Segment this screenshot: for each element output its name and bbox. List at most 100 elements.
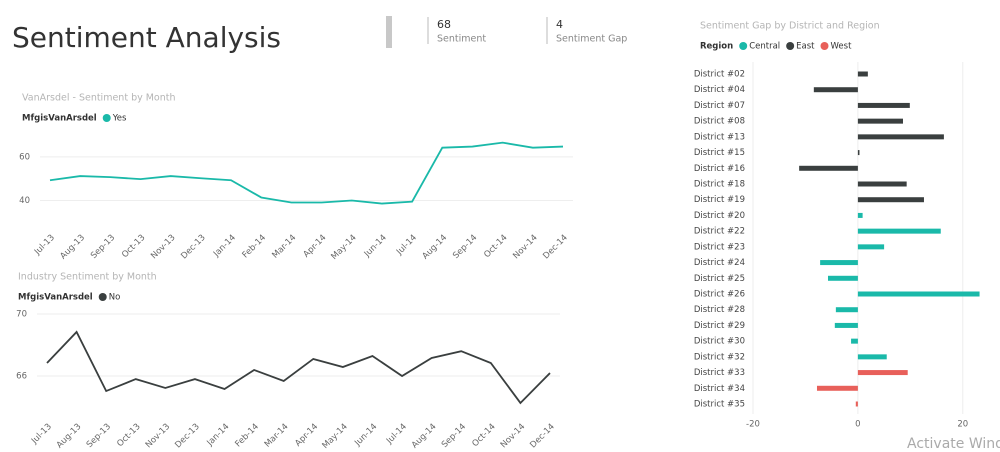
y-tick-label: District #28 xyxy=(694,305,745,315)
x-tick-label: 20 xyxy=(957,420,968,430)
x-tick-label: Sep-13 xyxy=(85,422,113,450)
bar xyxy=(857,291,980,297)
bar xyxy=(857,150,860,156)
y-tick-label: District #13 xyxy=(694,132,745,142)
y-tick-label: 40 xyxy=(19,196,30,206)
x-tick-label: Nov-14 xyxy=(511,233,539,261)
y-tick-label: District #02 xyxy=(694,70,745,80)
y-tick-label: District #16 xyxy=(694,164,745,174)
legend-marker xyxy=(98,293,107,301)
legend-label: West xyxy=(831,42,853,52)
card-label: Sentiment Gap xyxy=(556,34,627,45)
legend-title: MfgisVanArsdel xyxy=(18,293,93,303)
x-tick-label: May-14 xyxy=(321,422,350,451)
bar xyxy=(816,385,858,391)
bar xyxy=(857,212,863,218)
x-tick-label: May-14 xyxy=(329,233,358,262)
bar xyxy=(813,87,858,93)
x-tick-label: Nov-14 xyxy=(499,422,527,450)
x-tick-label: Oct-14 xyxy=(482,233,509,260)
bar xyxy=(835,307,858,313)
legend-marker xyxy=(820,42,829,50)
x-tick-label: Aug-14 xyxy=(421,233,450,262)
y-tick-label: District #19 xyxy=(694,195,745,205)
card-divider xyxy=(386,16,392,48)
y-tick-label: District #20 xyxy=(694,211,745,221)
y-tick-label: District #34 xyxy=(694,384,745,394)
x-tick-label: Aug-13 xyxy=(58,233,87,262)
x-tick-label: Apr-14 xyxy=(293,422,320,449)
y-tick-label: District #07 xyxy=(694,101,745,111)
chart-title: Sentiment Gap by District and Region xyxy=(700,21,880,32)
bar xyxy=(851,338,858,344)
legend-label: East xyxy=(796,42,815,52)
x-tick-label: Jan-14 xyxy=(211,233,238,260)
y-tick-label: District #15 xyxy=(694,148,745,158)
x-tick-label: Aug-14 xyxy=(410,422,439,451)
bar xyxy=(857,71,868,77)
x-tick-label: Dec-13 xyxy=(179,233,208,262)
x-tick-label: Jul-13 xyxy=(32,233,57,258)
x-tick-label: Dec-14 xyxy=(528,422,557,451)
legend-title: Region xyxy=(700,42,733,52)
x-tick-label: Aug-13 xyxy=(55,422,84,451)
x-tick-label: -20 xyxy=(746,420,760,430)
x-tick-label: Mar-14 xyxy=(263,422,291,450)
bar xyxy=(834,322,858,328)
bar xyxy=(857,118,903,124)
x-tick-label: Sep-14 xyxy=(440,422,468,450)
x-tick-label: Mar-14 xyxy=(270,233,298,261)
legend-label: Central xyxy=(749,42,780,52)
bar xyxy=(857,228,941,234)
x-tick-label: Nov-13 xyxy=(149,233,177,261)
legend-marker xyxy=(739,42,748,50)
x-tick-label: Jul-14 xyxy=(384,422,409,447)
x-tick-label: Jul-14 xyxy=(394,233,419,258)
bar xyxy=(827,275,858,281)
legend-marker xyxy=(102,114,111,122)
card-label: Sentiment xyxy=(437,34,486,45)
y-tick-label: 70 xyxy=(16,310,27,320)
x-tick-label: Oct-13 xyxy=(115,422,142,449)
x-tick-label: Nov-13 xyxy=(144,422,172,450)
x-tick-label: Jul-13 xyxy=(29,422,54,447)
page-title: Sentiment Analysis xyxy=(12,21,281,54)
x-tick-label: Apr-14 xyxy=(302,233,329,260)
bar xyxy=(855,401,858,407)
x-tick-label: Feb-14 xyxy=(233,422,261,450)
chart-title: VanArsdel - Sentiment by Month xyxy=(22,93,176,104)
x-tick-label: Jan-14 xyxy=(205,422,232,449)
x-tick-label: Dec-14 xyxy=(541,233,570,262)
card-value: 4 xyxy=(556,18,563,31)
y-tick-label: District #25 xyxy=(694,274,745,284)
legend-label: No xyxy=(109,293,121,303)
y-tick-label: District #22 xyxy=(694,227,745,237)
legend-title: MfgisVanArsdel xyxy=(22,114,97,124)
y-tick-label: District #30 xyxy=(694,337,745,347)
bar xyxy=(857,370,908,376)
x-tick-label: 0 xyxy=(855,420,860,430)
bar xyxy=(857,181,907,187)
y-tick-label: District #32 xyxy=(694,352,745,362)
y-tick-label: District #23 xyxy=(694,242,745,252)
legend-label: Yes xyxy=(112,114,127,124)
y-tick-label: District #24 xyxy=(694,258,745,268)
bar xyxy=(820,260,858,266)
y-tick-label: 60 xyxy=(19,152,30,162)
bar xyxy=(857,102,910,108)
x-tick-label: Sep-13 xyxy=(89,233,117,261)
x-tick-label: Jun-14 xyxy=(352,422,379,449)
card-value: 68 xyxy=(437,18,451,31)
bar xyxy=(857,134,944,140)
legend-marker xyxy=(786,42,795,50)
watermark: Activate Windows xyxy=(907,436,1000,452)
x-tick-label: Feb-14 xyxy=(241,233,269,261)
x-tick-label: Sep-14 xyxy=(451,233,479,261)
y-tick-label: District #26 xyxy=(694,290,745,300)
bar xyxy=(857,244,885,250)
y-tick-label: District #04 xyxy=(694,85,745,95)
bar xyxy=(857,354,887,360)
x-tick-label: Jun-14 xyxy=(362,233,389,260)
